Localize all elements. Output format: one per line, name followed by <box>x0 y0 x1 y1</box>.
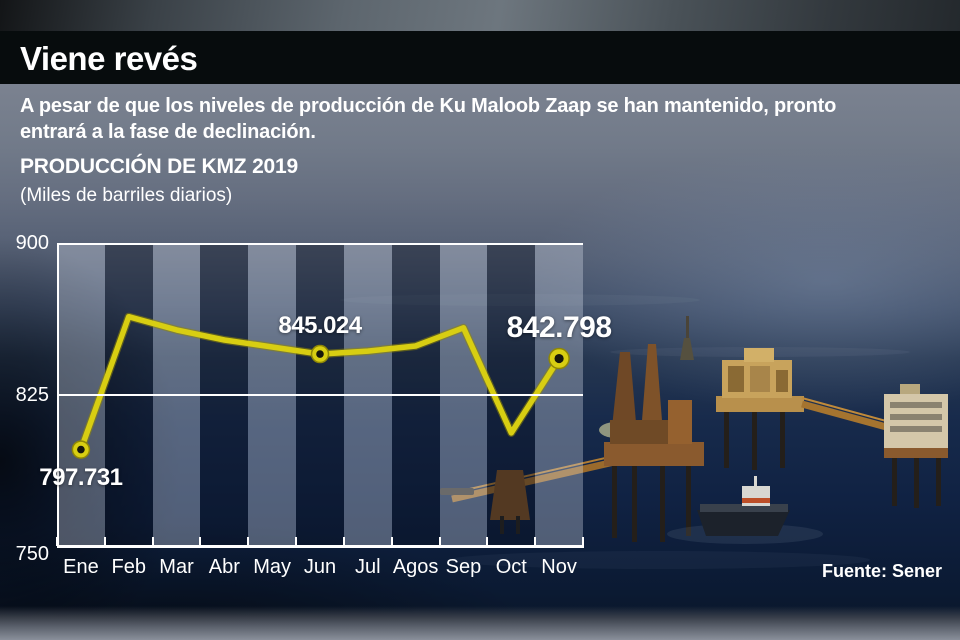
chart-units-label: (Miles de barriles diarios) <box>20 185 233 206</box>
x-axis-label-feb: Feb <box>111 556 146 578</box>
x-axis-label-ene: Ene <box>63 556 99 578</box>
gridline-900 <box>57 243 583 245</box>
value-label-ene: 797.731 <box>39 463 123 491</box>
x-axis-label-jul: Jul <box>355 556 381 578</box>
x-axis-tick <box>486 537 489 546</box>
x-axis-label-nov: Nov <box>541 556 577 578</box>
x-axis-tick <box>151 537 154 546</box>
x-axis-label-agos: Agos <box>392 556 439 578</box>
intro-line-2: entrará a la fase de declinación. <box>20 121 316 143</box>
intro-line-1: A pesar de que los niveles de producción… <box>20 95 837 117</box>
flare-mast <box>680 316 694 360</box>
x-axis-tick <box>103 537 106 546</box>
right-bridge <box>801 397 891 432</box>
x-axis-tick <box>342 537 345 546</box>
x-axis-tick <box>534 537 537 546</box>
x-axis-tick <box>247 537 250 546</box>
x-axis-tick <box>199 537 202 546</box>
x-axis-label-abr: Abr <box>208 556 240 578</box>
intro-text: A pesar de que los niveles de producción… <box>20 93 930 145</box>
line-chart-plot: 797.731 845.024 842.798 <box>39 243 612 548</box>
source-credit: Fuente: Sener <box>821 561 942 581</box>
supply-boat <box>667 476 823 544</box>
x-axis-label-sep: Sep <box>445 556 482 578</box>
production-line-series <box>71 312 570 459</box>
x-axis-label-mar: Mar <box>159 556 194 578</box>
x-axis-tick <box>582 537 584 546</box>
x-axis-tick <box>56 537 58 546</box>
value-label-jun: 845.024 <box>278 312 362 340</box>
gridline-825 <box>57 393 583 396</box>
right-platform <box>884 384 948 508</box>
y-axis-label-825: 825 <box>15 383 49 406</box>
chart-title: PRODUCCIÓN DE KMZ 2019 <box>20 155 298 178</box>
x-axis-tick <box>390 537 393 546</box>
x-axis-label-jun: Jun <box>303 556 337 578</box>
title-bar: Viene revés <box>0 31 960 84</box>
y-axis-label-900: 900 <box>15 232 49 254</box>
x-axis-tick <box>438 537 441 546</box>
photo-bottom-blur <box>0 606 960 640</box>
x-axis-line <box>57 545 584 548</box>
x-axis-label-oct: Oct <box>495 556 527 578</box>
x-axis-tick <box>295 537 298 546</box>
page-title: Viene revés <box>20 40 198 77</box>
photo-top-strip <box>0 0 960 31</box>
central-platform <box>716 348 804 470</box>
value-label-nov: 842.798 <box>506 310 612 344</box>
x-axis-label-may: May <box>253 556 292 578</box>
y-axis-label-750: 750 <box>15 543 49 565</box>
main-oil-rig <box>599 344 704 542</box>
